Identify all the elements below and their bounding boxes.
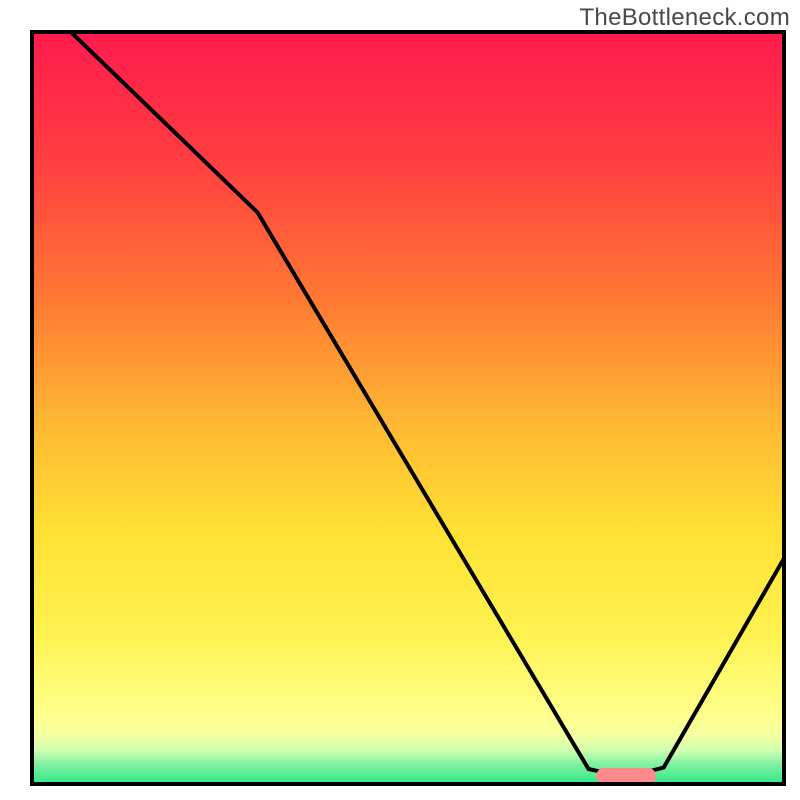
optimum-marker [596, 768, 656, 784]
chart-container: TheBottleneck.com [0, 0, 800, 800]
bottleneck-chart [0, 0, 800, 800]
watermark-text: TheBottleneck.com [579, 4, 790, 32]
plot-background [32, 32, 784, 784]
